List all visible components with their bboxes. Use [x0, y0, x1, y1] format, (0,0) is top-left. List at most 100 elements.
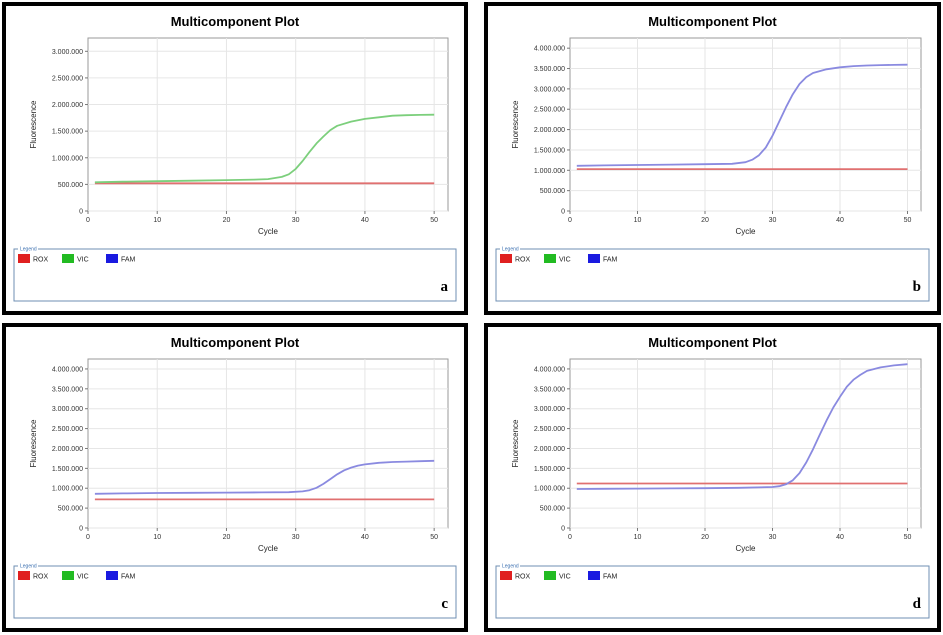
chart-title: Multicomponent Plot	[171, 14, 300, 29]
chart-svg: Multicomponent Plot 0 500.000 1.000.000 1.50…	[495, 14, 930, 302]
x-tick-label: 10	[153, 534, 161, 541]
legend-title: Legend	[20, 247, 37, 253]
legend-label-vic: VIC	[77, 257, 89, 264]
x-tick-label: 30	[292, 217, 300, 224]
legend-swatch-vic	[62, 571, 74, 580]
plot-area	[87, 358, 449, 529]
legend-swatch-vic	[62, 254, 74, 263]
chart-panel-c: Multicomponent Plot 0 500.000 1.000.000 1.50…	[2, 323, 468, 632]
x-tick-label: 0	[86, 217, 90, 224]
x-tick-label: 0	[568, 217, 572, 224]
plot-area	[569, 37, 922, 212]
series-line-fam	[576, 363, 908, 490]
legend-title: Legend	[502, 247, 519, 253]
legend-title: Legend	[20, 564, 37, 570]
legend-swatch-rox	[18, 571, 30, 580]
y-tick-label: 3.500.000	[534, 66, 565, 73]
y-tick-label: 2.000.000	[534, 446, 565, 453]
x-tick-label: 40	[836, 534, 844, 541]
legend-label-rox: ROX	[515, 257, 531, 264]
y-tick-label: 3.500.000	[534, 386, 565, 393]
x-tick-label: 20	[223, 217, 231, 224]
x-tick-label: 0	[86, 534, 90, 541]
chart-panel-b: Multicomponent Plot 0 500.000 1.000.000 1.50…	[484, 2, 941, 315]
legend-box	[13, 565, 457, 619]
y-tick-label: 1.500.000	[52, 466, 83, 473]
legend-label-rox: ROX	[515, 574, 531, 581]
legend-title-bg	[18, 563, 38, 569]
x-axis-label: Cycle	[258, 227, 279, 236]
legend-box	[13, 248, 457, 302]
y-tick-label: 2.500.000	[534, 107, 565, 114]
x-tick-label: 0	[568, 534, 572, 541]
chart-svg: Multicomponent Plot 0 500.000 1.000.000 1.50…	[13, 335, 457, 619]
x-tick-label: 10	[153, 217, 161, 224]
y-tick-label: 3.000.000	[534, 86, 565, 93]
plot-area	[569, 358, 922, 529]
y-axis-label: Fluorescence	[511, 100, 520, 149]
legend-swatch-vic	[544, 254, 556, 263]
legend-label-vic: VIC	[77, 574, 89, 581]
y-tick-label: 500.000	[58, 506, 83, 513]
y-tick-label: 1.500.000	[534, 147, 565, 154]
y-tick-label: 1.000.000	[534, 486, 565, 493]
y-tick-label: 3.000.000	[52, 49, 83, 56]
x-axis-label: Cycle	[258, 544, 279, 553]
y-tick-label: 500.000	[58, 182, 83, 189]
y-axis-label: Fluorescence	[29, 419, 38, 468]
y-axis-label: Fluorescence	[29, 100, 38, 149]
legend-label-fam: FAM	[121, 574, 136, 581]
y-tick-label: 3.000.000	[52, 406, 83, 413]
x-tick-label: 40	[361, 534, 369, 541]
legend-label-vic: VIC	[559, 574, 571, 581]
y-tick-label: 0	[79, 526, 83, 533]
y-tick-label: 4.000.000	[534, 366, 565, 373]
x-axis-label: Cycle	[735, 544, 756, 553]
panel-label: c	[441, 596, 448, 612]
legend-swatch-fam	[106, 571, 118, 580]
legend-swatch-rox	[18, 254, 30, 263]
legend-label-rox: ROX	[33, 257, 49, 264]
y-tick-label: 2.000.000	[52, 446, 83, 453]
legend-swatch-vic	[544, 571, 556, 580]
y-tick-label: 500.000	[540, 188, 565, 195]
legend-title-bg	[18, 246, 38, 252]
y-axis-label: Fluorescence	[511, 419, 520, 468]
y-tick-label: 500.000	[540, 506, 565, 513]
legend-swatch-rox	[500, 254, 512, 263]
series-line-fam	[576, 63, 908, 167]
x-tick-label: 20	[701, 217, 709, 224]
x-tick-label: 10	[634, 217, 642, 224]
x-tick-label: 30	[769, 217, 777, 224]
y-tick-label: 3.500.000	[52, 386, 83, 393]
y-tick-label: 2.500.000	[534, 426, 565, 433]
y-tick-label: 0	[79, 209, 83, 216]
x-tick-label: 50	[430, 534, 438, 541]
chart-panel-a: Multicomponent Plot 0 500.000 1.000.000 1.50…	[2, 2, 468, 315]
x-tick-label: 20	[223, 534, 231, 541]
y-tick-label: 1.000.000	[52, 486, 83, 493]
chart-title: Multicomponent Plot	[171, 335, 300, 350]
y-tick-label: 1.000.000	[534, 168, 565, 175]
panel-label: b	[913, 279, 921, 295]
y-tick-label: 4.000.000	[52, 366, 83, 373]
y-tick-label: 2.500.000	[52, 426, 83, 433]
legend-title-bg	[500, 246, 520, 252]
y-tick-label: 2.000.000	[534, 127, 565, 134]
y-tick-label: 2.000.000	[52, 102, 83, 109]
chart-title: Multicomponent Plot	[648, 14, 777, 29]
y-tick-label: 2.500.000	[52, 75, 83, 82]
legend-title: Legend	[502, 564, 519, 570]
x-tick-label: 50	[430, 217, 438, 224]
legend-label-fam: FAM	[121, 257, 136, 264]
y-tick-label: 4.000.000	[534, 46, 565, 53]
legend-swatch-fam	[588, 254, 600, 263]
legend-label-fam: FAM	[603, 257, 618, 264]
legend-title-bg	[500, 563, 520, 569]
x-tick-label: 40	[836, 217, 844, 224]
y-tick-label: 1.500.000	[52, 129, 83, 136]
chart-svg: Multicomponent Plot 0 500.000 1.000.000 1.50…	[13, 14, 457, 302]
panel-label: a	[441, 279, 449, 295]
x-tick-label: 30	[769, 534, 777, 541]
chart-svg: Multicomponent Plot 0 500.000 1.000.000 1.50…	[495, 335, 930, 619]
